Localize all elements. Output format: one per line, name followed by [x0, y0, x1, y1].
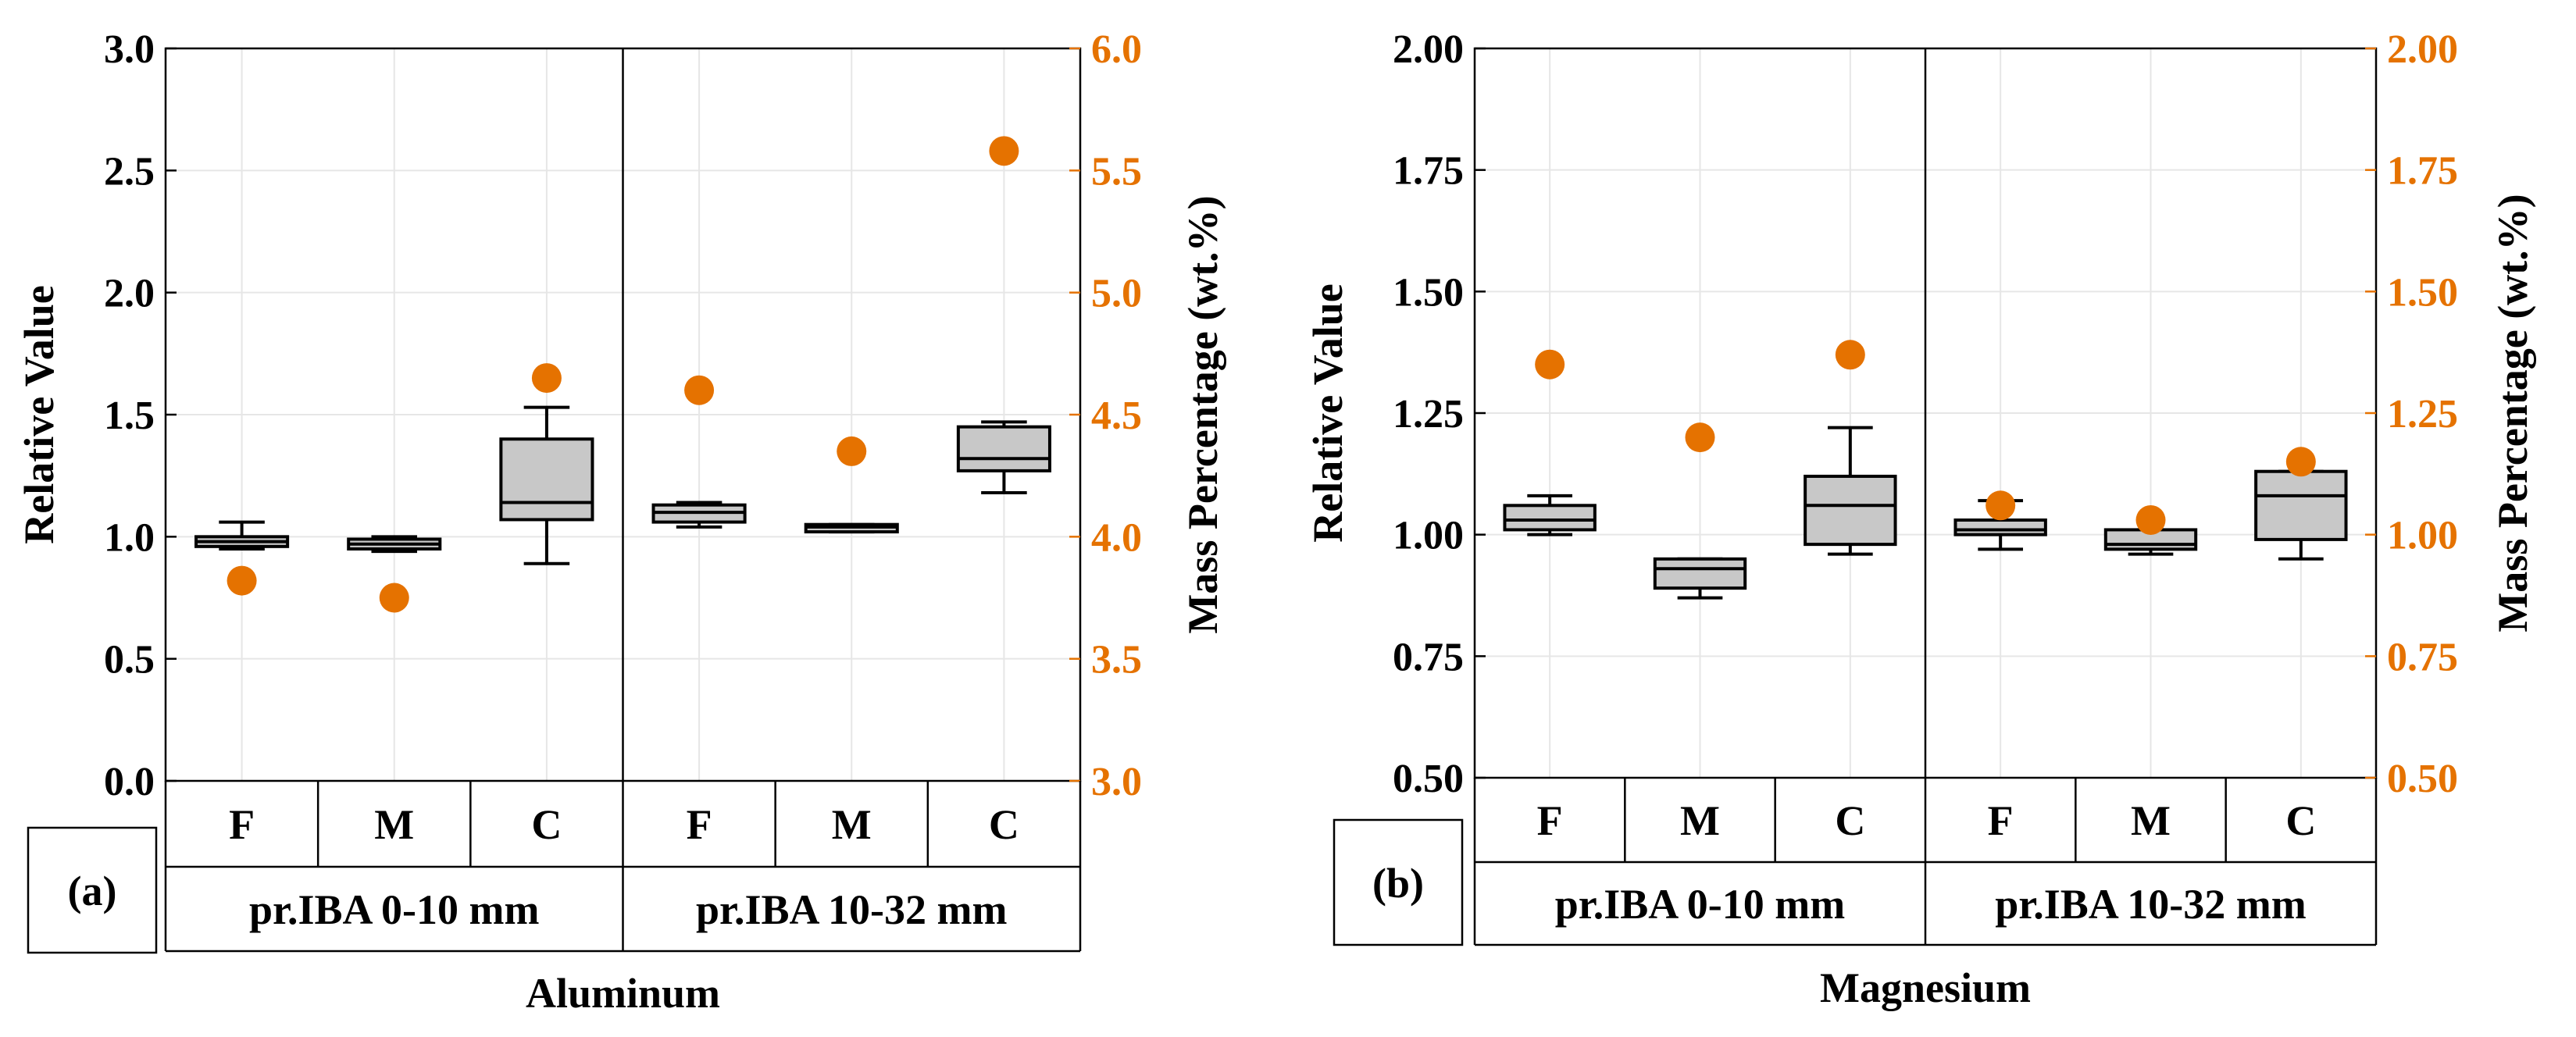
y-tick-label-right: 0.75: [2387, 635, 2458, 679]
y-tick-label-right: 6.0: [1091, 27, 1142, 72]
y-tick-label-right: 5.0: [1091, 272, 1142, 316]
y-tick-label-left: 0.75: [1393, 635, 1464, 679]
y-tick-label-right: 3.0: [1091, 760, 1142, 804]
category-label: F: [1988, 797, 2014, 844]
y-tick-label-left: 1.25: [1393, 392, 1464, 437]
y-tick-label-left: 1.50: [1393, 270, 1464, 315]
mass-point: [989, 136, 1019, 166]
y-tick-label-left: 1.0: [104, 515, 155, 560]
category-label: C: [531, 801, 562, 848]
mass-point: [1835, 340, 1865, 370]
group-label: pr.IBA 0-10 mm: [1555, 881, 1846, 928]
panel-label-box: [27, 826, 158, 954]
panel-a: 0.0 0.5 1.0 1.5 2.0 2.5 3.0 3.0 3.5 4.0 4.5 5.0 5.5 6…: [16, 27, 1226, 1017]
y-tick-label-left: 0.5: [104, 638, 155, 682]
mass-point: [684, 375, 715, 405]
category-label: F: [229, 801, 255, 848]
y-tick-label-left: 3.0: [104, 27, 155, 72]
box: [499, 437, 594, 522]
y-tick-label-right: 5.5: [1091, 149, 1142, 194]
box: [956, 425, 1051, 472]
y-tick-label-right: 2.00: [2387, 27, 2458, 72]
mass-point: [379, 583, 409, 613]
panel-label-box: [1333, 818, 1464, 946]
mass-point: [2135, 504, 2166, 535]
y-tick-label-right: 1.75: [2387, 149, 2458, 194]
y-axis-title-right: Mass Percentage (wt.%): [2489, 194, 2536, 632]
y-tick-label-right: 3.5: [1091, 638, 1142, 682]
y-tick-label-left: 2.0: [104, 272, 155, 316]
box: [1804, 474, 1897, 547]
panel-label: (b): [1372, 860, 1424, 907]
category-label: F: [687, 801, 712, 848]
category-label: M: [832, 801, 872, 848]
chart-title: Magnesium: [1820, 964, 2031, 1011]
y-tick-label-right: 4.0: [1091, 515, 1142, 560]
y-tick-label-right: 1.00: [2387, 514, 2458, 558]
y-tick-label-left: 0.50: [1393, 757, 1464, 801]
category-label: M: [2131, 797, 2171, 844]
category-label: C: [989, 801, 1019, 848]
chart-title: Aluminum: [526, 970, 720, 1017]
group-label: pr.IBA 10-32 mm: [696, 886, 1008, 933]
y-axis-title-right: Mass Percentage (wt.%): [1179, 195, 1226, 633]
y-tick-label-right: 4.5: [1091, 394, 1142, 438]
category-label: C: [1835, 797, 1865, 844]
y-axis-title-left: Relative Value: [16, 285, 62, 544]
mass-point: [1535, 349, 1565, 380]
category-label: F: [1537, 797, 1563, 844]
group-label: pr.IBA 10-32 mm: [1995, 881, 2307, 928]
box: [1503, 504, 1597, 532]
y-tick-label-right: 1.50: [2387, 270, 2458, 315]
y-tick-label-right: 0.50: [2387, 757, 2458, 801]
category-label: M: [1680, 797, 1720, 844]
y-tick-label-right: 1.25: [2387, 392, 2458, 437]
y-tick-label-left: 1.5: [104, 394, 155, 438]
y-tick-label-left: 1.75: [1393, 149, 1464, 194]
group-label: pr.IBA 0-10 mm: [249, 886, 540, 933]
mass-point: [531, 363, 562, 394]
y-tick-label-left: 1.00: [1393, 514, 1464, 558]
y-tick-label-left: 2.5: [104, 149, 155, 194]
mass-point: [1685, 422, 1715, 453]
y-tick-label-left: 0.0: [104, 760, 155, 804]
mass-point: [1986, 490, 2016, 521]
category-label: C: [2285, 797, 2316, 844]
category-label: M: [374, 801, 414, 848]
mass-point: [227, 565, 257, 596]
y-tick-label-left: 2.00: [1393, 27, 1464, 72]
y-axis-title-left: Relative Value: [1304, 283, 1351, 543]
box: [2254, 469, 2348, 541]
panel-b: 0.50 0.75 1.00 1.25 1.50 1.75 2.00 0.50 0.75 1.00…: [1304, 27, 2536, 1011]
box: [1653, 557, 1747, 590]
mass-point: [837, 436, 867, 466]
mass-point: [2285, 447, 2316, 477]
panel-label: (a): [68, 868, 117, 914]
box: [1953, 518, 2047, 536]
